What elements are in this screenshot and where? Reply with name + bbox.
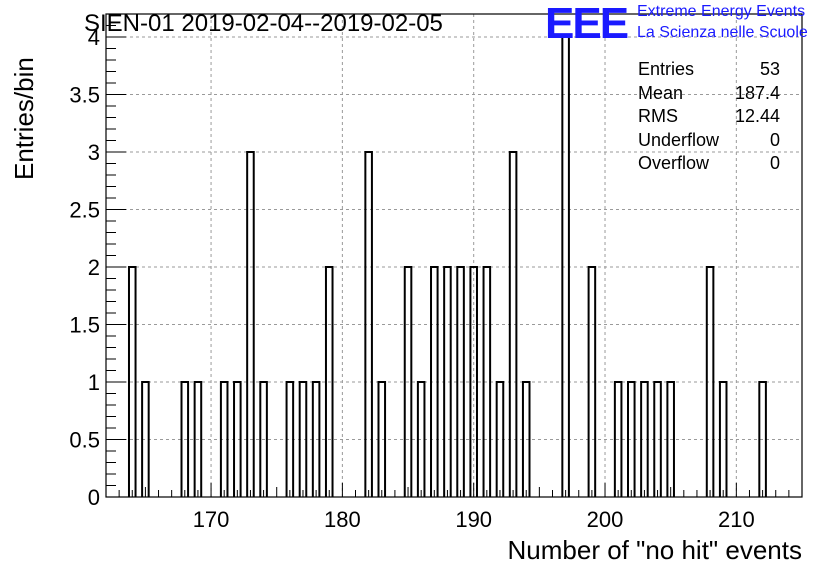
y-tick-label: 4 [88, 25, 100, 50]
y-tick-label: 0 [88, 485, 100, 510]
x-tick-label: 180 [324, 507, 361, 532]
logo-line-1: Extreme Energy Events [637, 3, 806, 20]
histogram-bin [405, 267, 412, 497]
histogram-bin [444, 267, 451, 497]
y-tick-label: 1.5 [69, 313, 100, 338]
stats-value: 0 [769, 129, 780, 150]
y-tick-label: 3.5 [69, 83, 100, 108]
histogram-bin [326, 267, 333, 497]
histogram-bin [641, 382, 648, 497]
stats-label: RMS [638, 106, 678, 126]
histogram-bin [195, 382, 202, 497]
histogram-bin [667, 382, 674, 497]
stats-label: Overflow [638, 153, 710, 173]
stats-label: Mean [638, 82, 684, 103]
y-tick-label: 3 [88, 140, 100, 165]
y-tick-label: 2 [88, 255, 100, 280]
histogram-bin [221, 382, 228, 497]
histogram-bin [287, 382, 294, 497]
stats-value: 53 [759, 59, 780, 79]
x-axis-label: Number of "no hit" events [507, 535, 803, 565]
histogram-bin [142, 382, 149, 497]
histogram-bin [457, 267, 464, 497]
histogram-bin [234, 382, 241, 497]
x-tick-label: 200 [587, 507, 624, 532]
stats-value: 12.44 [734, 106, 780, 126]
histogram-bin [562, 37, 569, 497]
histogram-bin [523, 382, 530, 497]
histogram-bin [431, 267, 438, 497]
stats-row-mean: Mean 187.4 [638, 82, 780, 106]
logo-line-2: La Scienza nelle Scuole [637, 24, 808, 41]
stats-label: Entries [638, 59, 695, 79]
histogram-bin [484, 267, 491, 497]
histogram-bin [589, 267, 596, 497]
histogram-bin [510, 152, 517, 497]
eee-logo: EEE [545, 0, 630, 44]
y-tick-label: 2.5 [69, 198, 100, 223]
x-tick-label: 170 [193, 507, 230, 532]
stats-row-rms: RMS 12.44 [638, 105, 780, 129]
stats-row-underflow: Underflow 0 [638, 129, 780, 153]
histogram-bin [300, 382, 307, 497]
histogram-bin [129, 267, 136, 497]
y-axis-label-wrap: Entries/bin [5, 57, 45, 230]
histogram-bin [470, 267, 477, 497]
histogram-bin [313, 382, 320, 497]
histogram-bin [720, 382, 727, 497]
x-tick-label: 190 [455, 507, 492, 532]
histogram-bin [365, 152, 372, 497]
histogram-bin [615, 382, 622, 497]
histogram-bin [654, 382, 661, 497]
y-tick-label: 0.5 [69, 428, 100, 453]
y-axis-label: Entries/bin [9, 57, 39, 180]
stats-value: 187.4 [734, 82, 780, 103]
eee-logo-mark: EEE [545, 0, 628, 44]
stats-row-overflow: Overflow 0 [638, 152, 780, 176]
histogram-outline [127, 36, 767, 497]
histogram-bin [759, 382, 766, 497]
histogram-bin [247, 152, 254, 497]
stats-label: Underflow [638, 129, 720, 150]
histogram-bin [707, 267, 714, 497]
histogram-bin [497, 382, 504, 497]
chart-title: SIEN-01 2019-02-04--2019-02-05 [84, 10, 443, 37]
x-tick-label: 210 [718, 507, 755, 532]
histogram-bin [378, 382, 385, 497]
histogram-bin [182, 382, 189, 497]
y-tick-label: 1 [88, 370, 100, 395]
histogram-bin [418, 382, 425, 497]
histogram-bin [628, 382, 635, 497]
stats-value: 0 [769, 153, 780, 173]
histogram-bin [260, 382, 267, 497]
stats-box: Entries 53 Mean 187.4 RMS 12.44 Underflow 0 … [638, 58, 780, 176]
stats-row-entries: Entries 53 [638, 58, 780, 82]
